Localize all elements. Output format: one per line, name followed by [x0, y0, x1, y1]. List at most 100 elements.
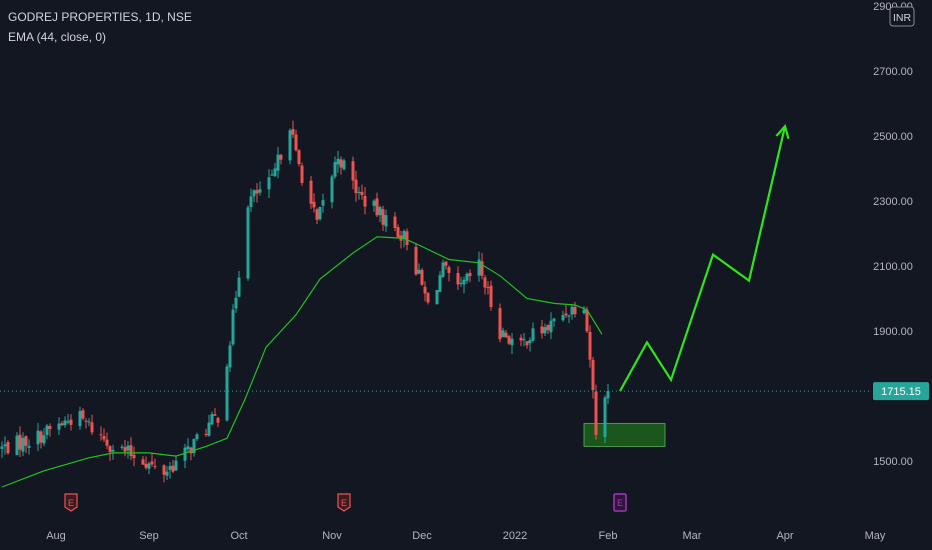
candle-body	[360, 191, 364, 196]
candle	[489, 280, 493, 311]
y-tick-label: 2500.00	[873, 131, 913, 143]
candle-body	[111, 449, 115, 452]
candle-body	[228, 345, 232, 368]
candle-body	[270, 174, 274, 176]
candle	[237, 270, 241, 298]
price-tag-label: 1715.15	[881, 386, 921, 398]
candle-body	[396, 227, 400, 238]
candle	[531, 322, 535, 343]
candle-body	[6, 442, 10, 454]
price-tag-background	[873, 382, 929, 401]
candle-body	[402, 231, 406, 239]
candle-body	[273, 168, 277, 177]
candle-body	[168, 466, 172, 470]
x-tick-label: Nov	[322, 530, 342, 542]
candle-body	[549, 320, 553, 333]
candle-body	[393, 216, 397, 228]
candle-body	[150, 461, 154, 465]
candle-body	[603, 397, 607, 438]
candle-body	[507, 336, 511, 344]
candle	[165, 466, 169, 481]
candle	[582, 306, 586, 315]
candle-body	[540, 326, 544, 334]
candle-body	[426, 293, 430, 303]
x-tick-label: Mar	[683, 530, 702, 542]
earnings-marker: E	[337, 493, 351, 512]
candle	[354, 170, 358, 202]
candle	[444, 261, 448, 270]
candle	[363, 186, 367, 215]
candle	[486, 281, 490, 295]
candle-body	[336, 158, 340, 165]
candle-body	[585, 309, 589, 332]
candle	[396, 224, 400, 239]
candle	[150, 453, 154, 467]
earnings-marker: E	[64, 493, 78, 512]
candle-body	[36, 430, 40, 445]
candle-body	[132, 454, 136, 459]
earnings-marker: E	[613, 493, 627, 512]
earnings-marker-label: E	[68, 498, 74, 508]
candle	[468, 269, 472, 283]
candle-body	[456, 273, 460, 285]
y-tick-label: 2100.00	[873, 261, 913, 273]
candle	[477, 251, 481, 282]
candle	[267, 169, 271, 199]
candle	[132, 446, 136, 467]
currency-badge[interactable]: INR	[889, 6, 915, 27]
currency-badge-label: INR	[893, 12, 912, 24]
earnings-marker-label: E	[617, 498, 623, 508]
candle-body	[564, 313, 568, 316]
candle	[231, 304, 235, 346]
candle-body	[567, 315, 571, 317]
candle-body	[195, 434, 199, 440]
candle-body	[483, 277, 487, 288]
earnings-marker-shape	[613, 493, 627, 512]
candle-body	[234, 297, 238, 309]
candle	[69, 414, 73, 431]
candle	[204, 428, 208, 437]
candle-body	[321, 200, 325, 206]
candle-body	[291, 129, 295, 135]
candle-body	[423, 286, 427, 294]
candle	[228, 341, 232, 373]
candle-body	[237, 277, 241, 297]
candle-body	[486, 287, 490, 289]
candle	[144, 456, 148, 470]
candle-body	[66, 421, 70, 423]
candle	[393, 212, 397, 232]
candle	[42, 428, 46, 447]
candle	[606, 384, 610, 404]
candle-body	[309, 180, 313, 204]
candle-body	[249, 196, 253, 208]
symbol-title[interactable]: GODREJ PROPERTIES, 1D, NSE	[8, 10, 192, 24]
candle-body	[333, 162, 337, 177]
candle	[585, 306, 589, 333]
candle-body	[129, 445, 133, 456]
candle	[123, 440, 127, 457]
candle-body	[606, 391, 610, 399]
candle-body	[294, 134, 298, 151]
candle-body	[441, 262, 445, 277]
candle	[357, 186, 361, 200]
candle-body	[378, 207, 382, 216]
candle-body	[63, 420, 67, 426]
candle-body	[570, 306, 574, 315]
candle-body	[204, 433, 208, 435]
candle-body	[147, 463, 151, 469]
candle-body	[477, 259, 481, 276]
candle-body	[381, 209, 385, 225]
candle	[381, 205, 385, 231]
candle-body	[258, 189, 262, 193]
candle-body	[459, 282, 463, 284]
candle	[552, 317, 556, 327]
candle	[525, 341, 529, 349]
candle-body	[312, 201, 316, 208]
y-tick-label: 1500.00	[873, 456, 913, 468]
candle-body	[0, 446, 4, 449]
candle	[315, 207, 319, 225]
candle	[591, 357, 595, 399]
candle-body	[354, 179, 358, 194]
indicator-legend[interactable]: EMA (44, close, 0)	[8, 30, 106, 44]
